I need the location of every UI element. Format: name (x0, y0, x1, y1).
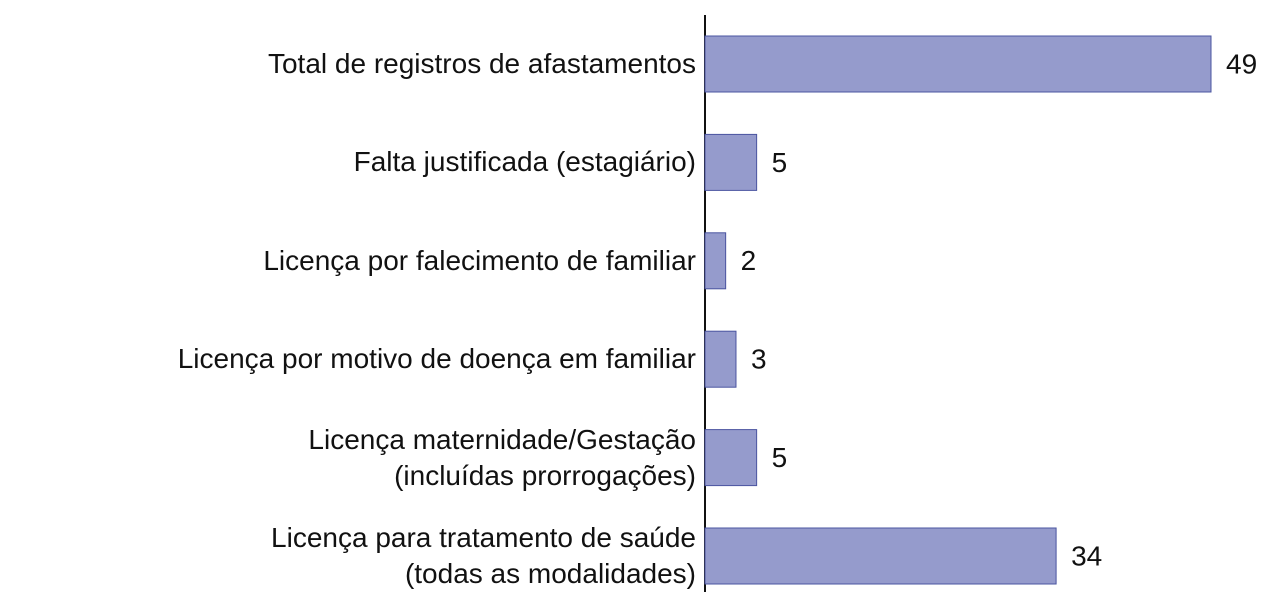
bar (704, 429, 758, 487)
value-label: 5 (772, 147, 788, 178)
bar (704, 232, 727, 290)
value-label: 5 (772, 442, 788, 473)
category-label: Licença maternidade/Gestação (incluídas … (308, 423, 696, 491)
category-label: Total de registros de afastamentos (267, 48, 696, 79)
value-label: 3 (751, 344, 767, 375)
value-label: 34 (1071, 540, 1102, 571)
category-label: Licença para tratamento de saúde (todas … (271, 522, 696, 589)
category-label: Licença por motivo de doença em familiar (177, 343, 696, 375)
value-label: 2 (741, 245, 757, 276)
bar (704, 330, 737, 388)
bar (704, 527, 1057, 585)
category-label: Licença por falecimento de familiar (263, 244, 696, 276)
category-label: Falta justificada (estagiário) (353, 146, 696, 178)
value-label: 49 (1226, 48, 1257, 79)
bar (704, 133, 758, 191)
bar (704, 35, 1212, 93)
